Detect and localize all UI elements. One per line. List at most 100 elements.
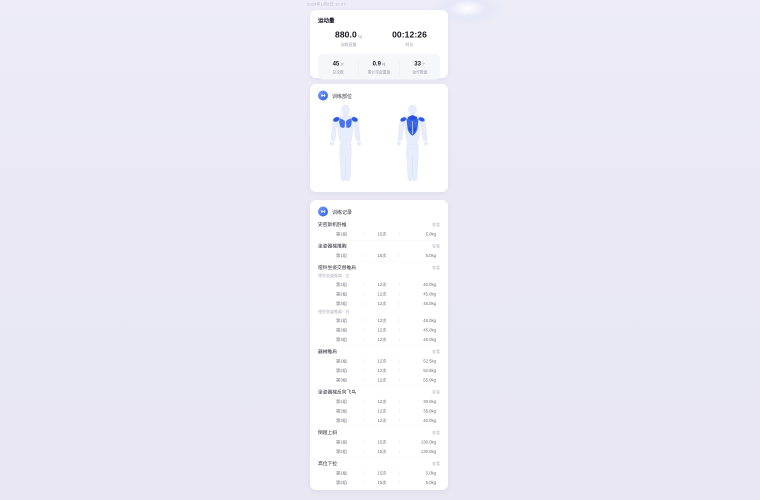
highlighted-muscles-front: [333, 117, 358, 128]
set-number: 第3组: [336, 377, 347, 383]
records-card: 训练记录 史密斯机卧推 查看 第1组 15次 5.0kg 坐姿器械推胸 查看 第1组 15次 5.…: [310, 200, 448, 490]
reps-value: 15次: [377, 252, 387, 258]
summary-card-title: 运动量: [318, 18, 335, 24]
set-row: 第1组 15次 130.0kg: [318, 437, 440, 447]
weight-value: 52.5kg: [423, 358, 436, 364]
body-figure-back: [390, 104, 436, 184]
reps-value: 15次: [377, 439, 387, 445]
exercise-section-header: 哑铃坐姿交替推肩 查看: [318, 264, 440, 273]
divider-bar: [399, 253, 400, 258]
stat-total-tonnage: 0.9吨 累计举起重量: [358, 59, 399, 75]
set-number: 第1组: [336, 231, 347, 237]
set-number: 第1组: [336, 317, 347, 323]
divider-bar: [364, 231, 365, 236]
divider-bar: [364, 439, 365, 444]
divider-bar: [399, 470, 400, 475]
secondary-stats-box: 45次 总次数 0.9吨 累计举起重量 33个 动作数量: [318, 54, 440, 80]
reps-value: 12次: [377, 377, 387, 383]
divider-bar: [399, 449, 400, 454]
divider-bar: [364, 449, 365, 454]
tonnage-unit: 吨: [381, 63, 386, 67]
view-link[interactable]: 查看: [432, 265, 440, 271]
set-row: 第2组 12次 35.0kg: [318, 406, 440, 416]
divider-bar: [399, 480, 400, 485]
weight-value: 45.0kg: [423, 327, 436, 333]
view-link[interactable]: 查看: [432, 222, 440, 228]
exercise-name: 坐姿器械反向飞鸟: [318, 389, 357, 396]
weight-value: 130.0kg: [420, 448, 436, 454]
dumbbell-icon: [320, 94, 326, 97]
divider-bar: [399, 327, 400, 332]
divider-bar: [399, 418, 400, 423]
stat-exercise-count: 33个 动作数量: [399, 59, 440, 75]
weight-value: 40.0kg: [423, 281, 436, 287]
divider-bar: [399, 282, 400, 287]
exercise-section: 高位下拉 查看 第1组 15次 5.0kg 第2组 15次 5.0kg: [318, 457, 440, 488]
total-reps-label: 总次数: [332, 70, 344, 75]
weight-value: 130.0kg: [420, 439, 436, 445]
view-link[interactable]: 查看: [432, 244, 440, 249]
reps-value: 12次: [377, 317, 387, 323]
view-link[interactable]: 查看: [432, 461, 440, 467]
view-link[interactable]: 查看: [432, 390, 440, 395]
exercise-count-label: 动作数量: [412, 70, 428, 75]
weight-value: 45.0kg: [423, 317, 436, 323]
divider-bar: [364, 318, 365, 323]
weight-value: 5.0kg: [425, 231, 436, 237]
weight-value: 5.0kg: [425, 252, 436, 258]
set-row: 第3组 12次 45.0kg: [318, 299, 440, 309]
reps-value: 12次: [377, 367, 387, 373]
records-card-title: 训练记录: [332, 209, 352, 216]
set-number: 第1组: [336, 398, 347, 404]
dumbbell-icon: [320, 210, 326, 213]
reps-value: 12次: [377, 408, 387, 414]
exercise-section-header: 倒蹬上斜 查看: [318, 429, 440, 438]
exercise-name: 哑铃坐姿交替推肩: [318, 265, 357, 271]
divider-bar: [399, 291, 400, 296]
reps-value: 15次: [377, 231, 387, 237]
highlighted-muscles-back: [400, 115, 425, 136]
body-figure-front: [323, 104, 369, 184]
divider-bar: [399, 408, 400, 413]
set-number: 第3组: [336, 417, 347, 423]
view-link[interactable]: 查看: [432, 430, 440, 436]
view-link[interactable]: 查看: [432, 349, 440, 355]
muscle-map-card: 训练部位: [310, 84, 448, 192]
divider-bar: [364, 301, 365, 306]
reps-value: 15次: [377, 448, 387, 454]
divider-bar: [364, 399, 365, 404]
set-row: 第1组 15次 5.0kg: [318, 468, 440, 478]
set-number: 第3组: [336, 336, 347, 342]
muscle-card-title: 训练部位: [332, 93, 352, 100]
divider-bar: [399, 337, 400, 342]
tonnage-label: 累计举起重量: [367, 70, 391, 75]
exercise-subgroup-label: 哑铃坐姿推肩 · 左: [318, 273, 350, 279]
divider-bar: [364, 337, 365, 342]
weight-value: 45.0kg: [423, 300, 436, 306]
user-avatar: [318, 90, 328, 101]
weight-value: 55.0kg: [423, 377, 436, 383]
set-number: 第1组: [336, 252, 347, 258]
set-row: 第1组 15次 5.0kg: [318, 251, 440, 261]
set-row: 第2组 12次 45.0kg: [318, 289, 440, 299]
exercise-section: 器械推肩 查看 第1组 12次 52.5kg 第2组 12次 52.5kg 第3组 12次 55.0…: [318, 345, 440, 385]
reps-value: 12次: [377, 358, 387, 364]
set-number: 第3组: [336, 300, 347, 306]
reps-value: 15次: [377, 470, 387, 476]
divider-bar: [364, 377, 365, 382]
exercise-section-header: 史密斯机卧推 查看: [318, 221, 440, 230]
weight-value: 5.0kg: [425, 470, 436, 476]
exercise-name: 器械推肩: [318, 349, 338, 355]
divider-bar: [364, 470, 365, 475]
set-number: 第2组: [336, 367, 347, 373]
divider-bar: [399, 318, 400, 323]
exercise-name: 倒蹬上斜: [318, 430, 338, 436]
exercise-name: 史密斯机卧推: [318, 222, 347, 228]
divider-bar: [399, 377, 400, 382]
set-row: 第1组 12次 30.0kg: [318, 397, 440, 407]
muscle-figures: [318, 104, 440, 184]
records-list: 史密斯机卧推 查看 第1组 15次 5.0kg 坐姿器械推胸 查看 第1组 15次 5.0kg 哑铃…: [318, 221, 440, 488]
divider-bar: [364, 368, 365, 373]
